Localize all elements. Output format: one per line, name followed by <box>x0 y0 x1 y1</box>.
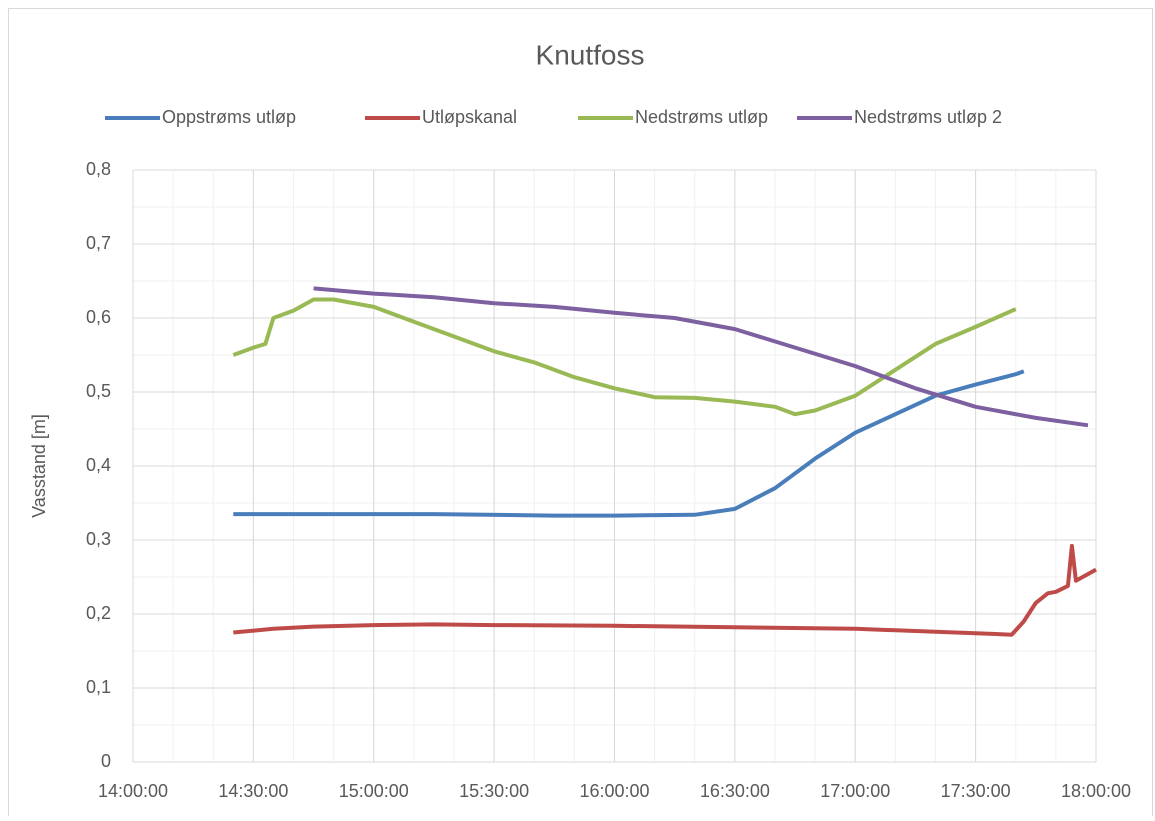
x-tick-label: 15:00:00 <box>339 781 409 801</box>
x-tick-label: 18:00:00 <box>1061 781 1131 801</box>
series-line <box>313 286 1089 428</box>
series-line <box>233 369 1025 518</box>
x-tick-label: 17:30:00 <box>941 781 1011 801</box>
y-tick-label: 0,5 <box>86 381 111 401</box>
x-tick-label: 15:30:00 <box>459 781 529 801</box>
x-tick-label: 14:00:00 <box>98 781 168 801</box>
chart-border <box>8 8 1153 821</box>
x-tick-label: 16:00:00 <box>579 781 649 801</box>
series-line <box>232 297 1017 417</box>
y-tick-label: 0,6 <box>86 307 111 327</box>
y-tick-label: 0,4 <box>86 455 111 475</box>
x-tick-label: 17:00:00 <box>820 781 890 801</box>
chart-title: Knutfoss <box>536 39 645 70</box>
y-tick-label: 0,8 <box>86 159 111 179</box>
legend-label: Nedstrøms utløp <box>635 107 768 127</box>
y-tick-label: 0,2 <box>86 603 111 623</box>
series-line <box>233 543 1097 637</box>
legend-label: Oppstrøms utløp <box>162 107 296 127</box>
y-tick-label: 0,7 <box>86 233 111 253</box>
legend-label: Nedstrøms utløp 2 <box>854 107 1002 127</box>
x-tick-label: 14:30:00 <box>218 781 288 801</box>
y-tick-label: 0,1 <box>86 677 111 697</box>
y-axis-label: Vasstand [m] <box>29 414 49 518</box>
y-tick-label: 0,3 <box>86 529 111 549</box>
x-tick-label: 16:30:00 <box>700 781 770 801</box>
legend-label: Utløpskanal <box>422 107 517 127</box>
y-tick-label: 0 <box>101 751 111 771</box>
